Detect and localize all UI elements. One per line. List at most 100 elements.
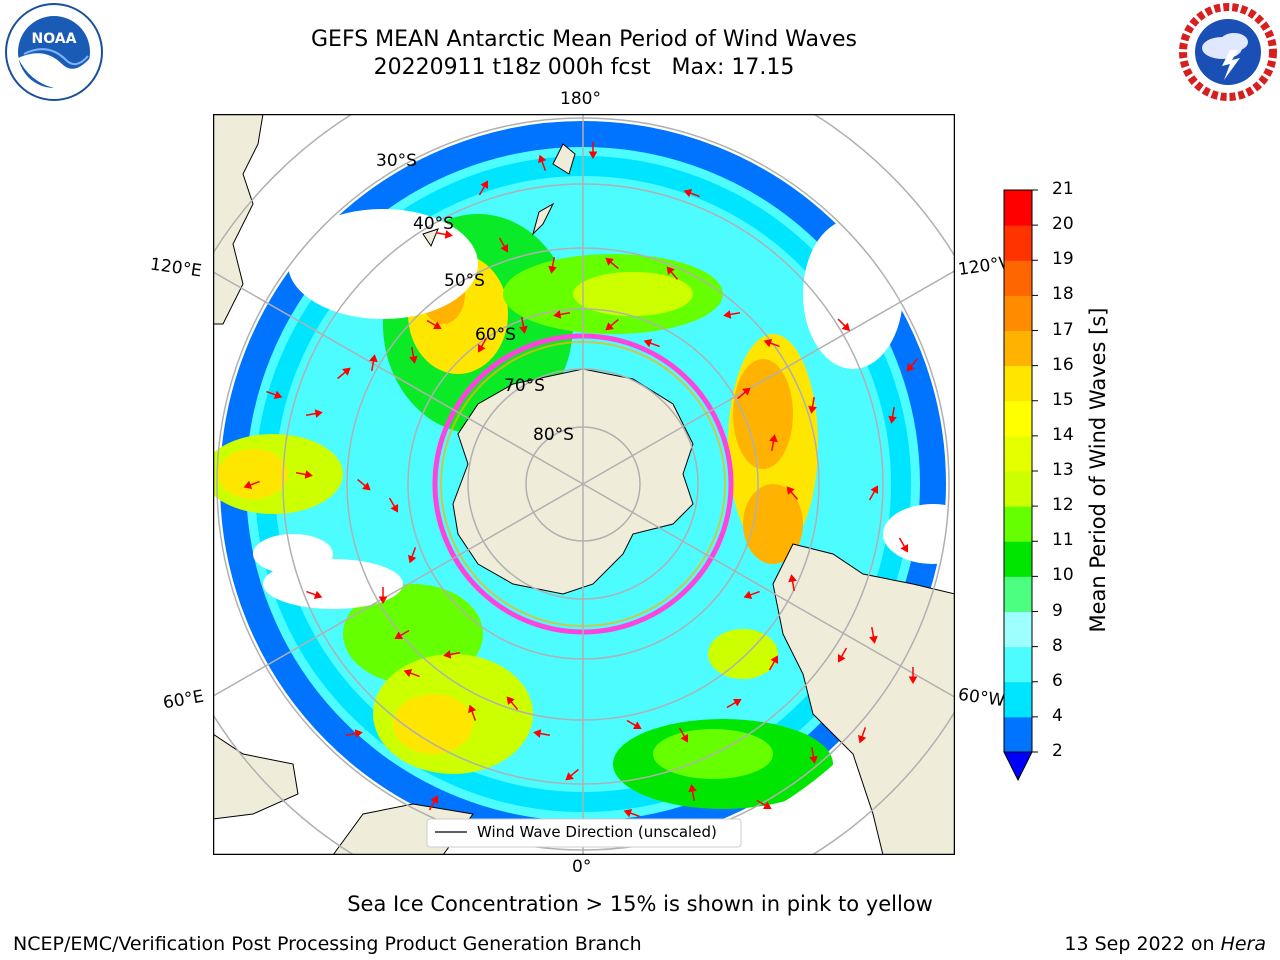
colorbar-bin (1004, 576, 1032, 612)
colorbar-tick-label: 11 (1052, 530, 1074, 551)
wave-direction-arrow (643, 339, 660, 348)
lat-label-40s: 40°S (413, 214, 454, 234)
wave-direction-arrow (548, 256, 557, 274)
wave-direction-arrow (388, 497, 399, 513)
noaa-logo-text: NOAA (32, 31, 77, 47)
antarctica (452, 368, 694, 595)
colorbar-bin (1004, 541, 1032, 577)
wave-direction-arrow (898, 537, 909, 553)
colorbar-bin (1004, 435, 1032, 472)
wave-direction-arrow (868, 485, 879, 501)
colorbar-tick-label: 13 (1052, 460, 1074, 480)
map-frame (212, 113, 956, 856)
wave-direction-arrow (837, 318, 851, 332)
wave-direction-arrow (768, 655, 779, 671)
map-legend: Wind Wave Direction (unscaled) (426, 818, 742, 848)
colorbar-tick-label: 2 (1052, 741, 1063, 761)
wave-direction-arrow (553, 310, 571, 319)
wave-direction-arrow (477, 337, 488, 353)
wave-direction-arrow (786, 486, 799, 500)
wave-direction-arrow (519, 316, 528, 334)
wave-direction-arrow (408, 547, 417, 564)
wave-direction-arrow (683, 189, 700, 198)
colorbar-ticks: 2 4 6 8 9 10 11 12 13 14 15 16 17 18 19 20 21 (1048, 0, 1088, 960)
wave-direction-arrow (858, 727, 867, 744)
colorbar-bin (1004, 295, 1032, 331)
colorbar-tick-label: 6 (1052, 670, 1063, 691)
colorbar-tick-label: 9 (1052, 600, 1063, 621)
wave-direction-arrow (723, 310, 741, 319)
wave-direction-arrow (726, 698, 742, 709)
wave-direction-arrow (808, 396, 817, 414)
colorbar-label: Mean Period of Wind Waves [s] (1086, 307, 1110, 633)
wave-direction-arrow (756, 799, 772, 810)
colorbar-bin (1004, 365, 1032, 402)
colorbar-tick-label: 18 (1052, 284, 1074, 305)
wave-direction-arrow (837, 647, 848, 663)
wave-direction-arrow (306, 590, 323, 599)
wave-direction-arrow (305, 409, 323, 418)
nws-logo (1178, 2, 1278, 102)
legend-label: Wind Wave Direction (unscaled) (477, 823, 717, 841)
lat-label-80s: 80°S (533, 425, 574, 445)
wave-direction-arrow (888, 406, 897, 424)
polar-map: 30°S 40°S 50°S 60°S 70°S 80°S Wind Wave … (212, 113, 956, 856)
colorbar-tick-label: 19 (1052, 249, 1074, 270)
wave-direction-arrow (506, 696, 519, 710)
colorbar-tick-label: 17 (1052, 319, 1074, 340)
wave-direction-arrow (565, 768, 579, 781)
colorbar-bin (1004, 646, 1032, 683)
wave-direction-arrow (666, 266, 679, 280)
wave-direction-arrow (337, 367, 351, 380)
wave-direction-arrow (743, 590, 760, 599)
colorbar-bin (1004, 190, 1032, 226)
wave-direction-arrow (243, 480, 260, 489)
wave-direction-arrow (435, 230, 453, 239)
colorbar-bin (1004, 330, 1032, 367)
meridian-gridlines (213, 114, 955, 855)
lon-label-120e: 120°E (148, 254, 203, 282)
colorbar-bin (1004, 506, 1032, 542)
wave-direction-arrow (443, 650, 461, 659)
colorbar-tick-label: 21 (1052, 179, 1074, 199)
wave-direction-arrow (409, 346, 418, 364)
colorbar-tick-label: 12 (1052, 495, 1074, 516)
wave-direction-arrow (809, 746, 818, 764)
colorbar-bin (1004, 611, 1032, 648)
colorbar-bin (1004, 260, 1032, 296)
colorbar-extend (1003, 751, 1033, 782)
date-text: 13 Sep 2022 on (1064, 933, 1215, 955)
colorbar-tick-label: 10 (1052, 565, 1074, 586)
colorbar-bin (1004, 400, 1032, 437)
colorbar-tick-label: 15 (1052, 389, 1074, 410)
colorbar-tick-label: 14 (1052, 424, 1074, 445)
wave-direction-arrow (678, 727, 689, 743)
wave-direction-arrow (769, 434, 778, 452)
colorbar-tick-label: 8 (1052, 635, 1063, 656)
wave-direction-arrow (869, 626, 878, 644)
wave-direction-arrow (369, 354, 378, 372)
lon-label-180: 180° (560, 89, 601, 109)
wave-direction-arrow (403, 669, 420, 678)
wave-direction-arrow (538, 154, 547, 171)
wave-direction-arrow (266, 390, 283, 399)
wave-direction-arrow (345, 729, 363, 738)
lat-label-30s: 30°S (376, 151, 417, 171)
sea-ice-note: Sea Ice Concentration > 15% is shown in … (347, 892, 933, 916)
lon-label-60e: 60°E (161, 686, 206, 714)
wave-direction-arrow (626, 719, 642, 730)
date-stamp: 13 Sep 2022 on Hera (1064, 933, 1266, 955)
host-text: Hera (1220, 933, 1266, 955)
wave-direction-arrow (688, 784, 697, 802)
wave-direction-arrow (908, 667, 918, 684)
title-line-1: GEFS MEAN Antarctic Mean Period of Wind … (311, 27, 857, 52)
wave-direction-arrow (737, 387, 751, 400)
wave-direction-arrow (533, 729, 551, 738)
colorbar-tick-label: 20 (1052, 214, 1074, 235)
wave-direction-arrow (906, 358, 919, 372)
wave-direction-arrow (426, 319, 442, 330)
lat-label-50s: 50°S (444, 271, 485, 291)
colorbar-bin (1004, 225, 1032, 261)
wave-direction-arrow (357, 478, 371, 491)
wave-direction-arrow (788, 574, 797, 592)
